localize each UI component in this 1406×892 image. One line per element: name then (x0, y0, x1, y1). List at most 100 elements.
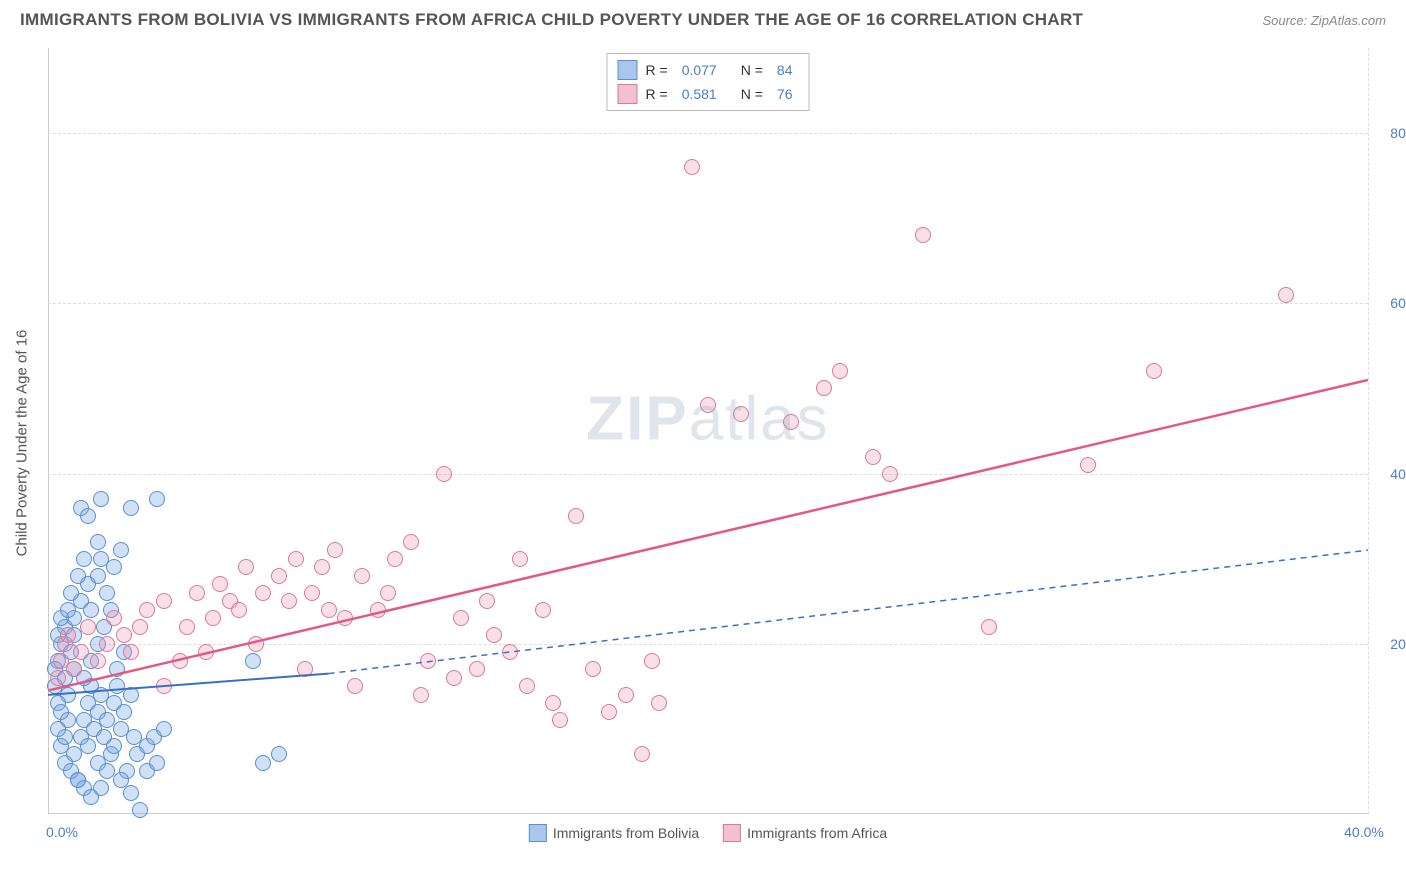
scatter-point-africa (700, 397, 716, 413)
scatter-point-africa (139, 602, 155, 618)
scatter-point-africa (733, 406, 749, 422)
x-axis-line (48, 813, 1368, 814)
scatter-point-africa (314, 559, 330, 575)
scatter-point-africa (189, 585, 205, 601)
scatter-point-bolivia (109, 661, 125, 677)
scatter-point-africa (865, 449, 881, 465)
scatter-point-africa (403, 534, 419, 550)
x-tick-label: 0.0% (46, 824, 78, 840)
scatter-point-bolivia (99, 585, 115, 601)
scatter-point-africa (618, 687, 634, 703)
stat-n-value-bolivia: 84 (777, 62, 793, 78)
scatter-point-africa (981, 619, 997, 635)
stat-n-value-africa: 76 (777, 86, 793, 102)
scatter-point-africa (469, 661, 485, 677)
scatter-point-africa (288, 551, 304, 567)
grid-line-h (48, 644, 1368, 645)
scatter-point-africa (248, 636, 264, 652)
scatter-point-africa (413, 687, 429, 703)
scatter-point-africa (882, 466, 898, 482)
source-name: ZipAtlas.com (1311, 13, 1386, 28)
scatter-point-africa (116, 627, 132, 643)
scatter-point-bolivia (90, 534, 106, 550)
scatter-point-africa (783, 414, 799, 430)
scatter-point-bolivia (123, 500, 139, 516)
y-tick-label: 80.0% (1390, 125, 1406, 141)
scatter-point-africa (327, 542, 343, 558)
scatter-point-africa (479, 593, 495, 609)
scatter-point-africa (271, 568, 287, 584)
scatter-point-africa (832, 363, 848, 379)
scatter-point-africa (545, 695, 561, 711)
scatter-point-africa (132, 619, 148, 635)
scatter-point-africa (370, 602, 386, 618)
scatter-point-africa (420, 653, 436, 669)
scatter-point-bolivia (245, 653, 261, 669)
scatter-point-africa (321, 602, 337, 618)
scatter-point-bolivia (156, 721, 172, 737)
stat-n-label: N = (741, 62, 763, 78)
scatter-point-africa (651, 695, 667, 711)
scatter-point-africa (1080, 457, 1096, 473)
y-axis-line (48, 48, 49, 814)
scatter-point-africa (601, 704, 617, 720)
scatter-point-bolivia (70, 568, 86, 584)
scatter-point-africa (1146, 363, 1162, 379)
scatter-point-africa (644, 653, 660, 669)
scatter-point-africa (304, 585, 320, 601)
scatter-point-africa (568, 508, 584, 524)
scatter-point-africa (337, 610, 353, 626)
scatter-point-africa (915, 227, 931, 243)
scatter-point-africa (347, 678, 363, 694)
trend-line-ext-bolivia (329, 550, 1369, 673)
scatter-point-africa (66, 661, 82, 677)
scatter-point-africa (238, 559, 254, 575)
scatter-point-bolivia (93, 780, 109, 796)
swatch-bolivia-icon (618, 60, 638, 80)
scatter-point-africa (519, 678, 535, 694)
stat-r-value-bolivia: 0.077 (682, 62, 717, 78)
scatter-point-bolivia (60, 602, 76, 618)
scatter-point-africa (179, 619, 195, 635)
scatter-point-africa (123, 644, 139, 660)
stats-row-bolivia: R = 0.077 N = 84 (618, 58, 799, 82)
stat-r-label: R = (646, 62, 668, 78)
legend-label-bolivia: Immigrants from Bolivia (553, 825, 699, 841)
scatter-point-africa (535, 602, 551, 618)
scatter-point-africa (90, 653, 106, 669)
source-prefix: Source: (1262, 13, 1310, 28)
scatter-point-africa (380, 585, 396, 601)
scatter-point-africa (212, 576, 228, 592)
scatter-point-africa (205, 610, 221, 626)
scatter-point-africa (502, 644, 518, 660)
grid-line-h (48, 303, 1368, 304)
scatter-point-bolivia (123, 687, 139, 703)
chart-title: IMMIGRANTS FROM BOLIVIA VS IMMIGRANTS FR… (20, 10, 1083, 30)
legend-item-africa: Immigrants from Africa (723, 824, 887, 842)
scatter-point-bolivia (76, 551, 92, 567)
y-tick-label: 40.0% (1390, 466, 1406, 482)
scatter-point-africa (60, 627, 76, 643)
y-axis-label: Child Poverty Under the Age of 16 (14, 330, 31, 557)
scatter-point-bolivia (63, 585, 79, 601)
scatter-point-bolivia (90, 568, 106, 584)
scatter-point-bolivia (53, 704, 69, 720)
scatter-point-bolivia (50, 721, 66, 737)
legend-item-bolivia: Immigrants from Bolivia (529, 824, 699, 842)
scatter-point-africa (816, 380, 832, 396)
scatter-point-africa (297, 661, 313, 677)
scatter-point-africa (634, 746, 650, 762)
stat-r-label: R = (646, 86, 668, 102)
scatter-point-africa (156, 678, 172, 694)
grid-line-h (48, 474, 1368, 475)
legend-label-africa: Immigrants from Africa (747, 825, 887, 841)
scatter-point-bolivia (132, 802, 148, 818)
scatter-point-bolivia (83, 602, 99, 618)
scatter-point-bolivia (149, 755, 165, 771)
scatter-point-bolivia (113, 542, 129, 558)
scatter-point-africa (172, 653, 188, 669)
scatter-point-africa (50, 670, 66, 686)
scatter-point-bolivia (123, 785, 139, 801)
scatter-point-bolivia (116, 704, 132, 720)
stats-row-africa: R =0.581N =76 (618, 82, 799, 106)
